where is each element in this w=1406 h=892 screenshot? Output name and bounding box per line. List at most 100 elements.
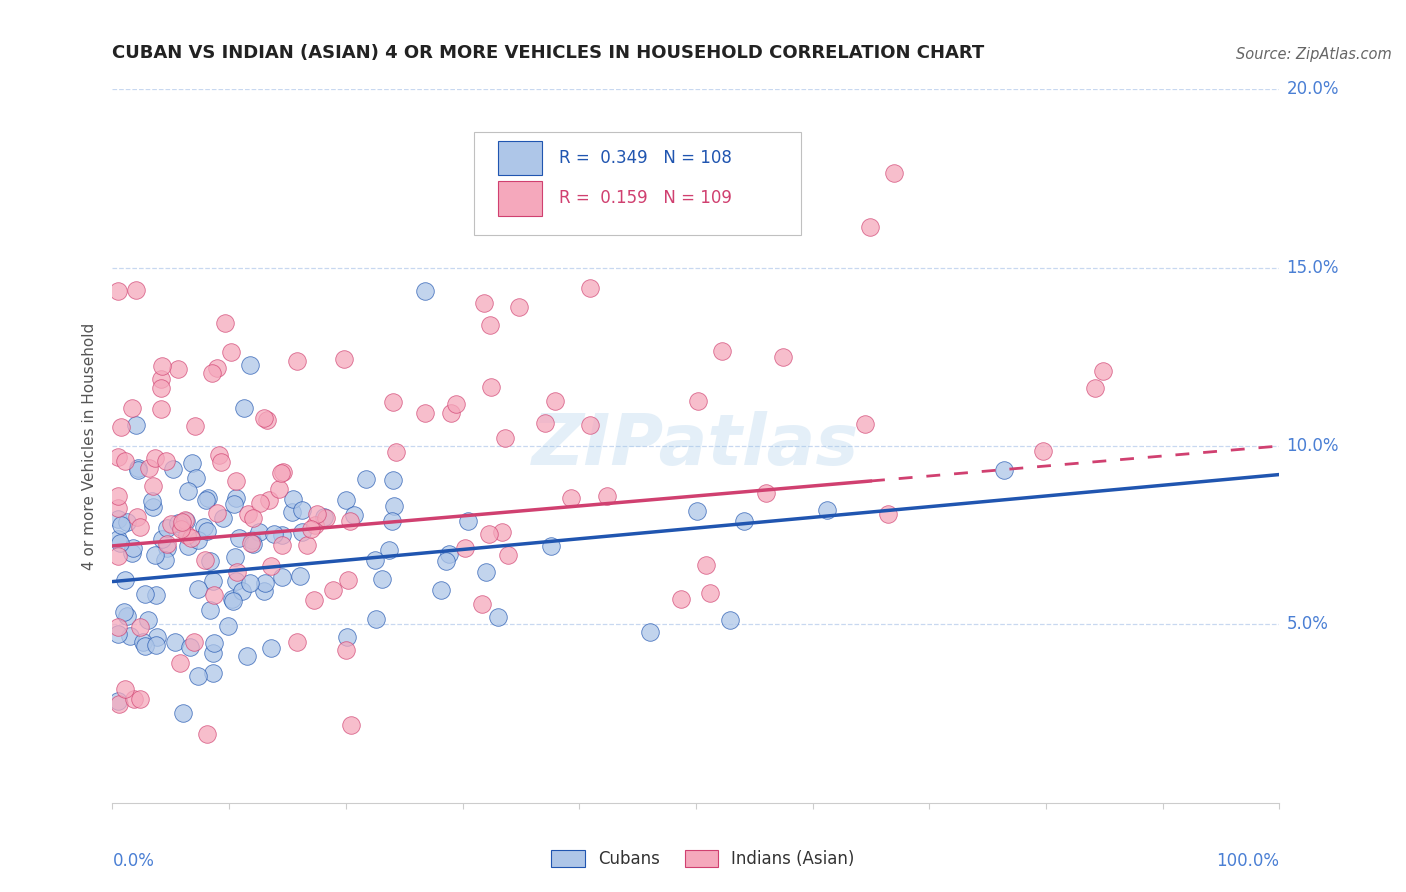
Point: [579, 417, 602, 432]
Point: [177, 539, 200, 553]
Point: [193, 520, 215, 534]
Point: [270, 538, 292, 552]
Point: [235, 649, 257, 664]
Point: [364, 553, 387, 567]
Point: [197, 491, 219, 505]
Point: [479, 380, 502, 394]
Text: 20.0%: 20.0%: [1286, 80, 1339, 98]
Point: [114, 454, 136, 468]
Point: [142, 500, 165, 514]
Point: [225, 474, 247, 488]
Point: [239, 359, 262, 373]
Point: [163, 634, 186, 648]
Point: [110, 517, 132, 532]
Point: [217, 618, 239, 632]
Point: [107, 511, 129, 525]
Point: [201, 646, 224, 660]
Point: [181, 456, 204, 470]
Point: [297, 538, 319, 552]
Point: [333, 352, 356, 367]
Point: [208, 448, 231, 462]
Point: [202, 588, 225, 602]
Point: [534, 417, 557, 431]
Point: [107, 450, 129, 464]
Point: [354, 472, 377, 486]
Point: [686, 504, 709, 518]
Text: Source: ZipAtlas.com: Source: ZipAtlas.com: [1236, 47, 1392, 62]
Point: [180, 532, 202, 546]
Point: [859, 219, 882, 234]
Point: [596, 489, 619, 503]
Point: [112, 605, 135, 619]
Point: [150, 372, 173, 386]
Point: [155, 537, 177, 551]
Point: [224, 550, 246, 565]
Point: [145, 638, 167, 652]
Point: [221, 592, 243, 607]
Text: 15.0%: 15.0%: [1286, 259, 1339, 277]
Point: [187, 669, 209, 683]
Point: [121, 546, 143, 560]
Point: [1091, 364, 1114, 378]
Point: [173, 513, 195, 527]
Point: [129, 620, 152, 634]
Point: [121, 401, 143, 416]
Point: [222, 594, 245, 608]
Point: [280, 505, 302, 519]
Point: [107, 694, 129, 708]
Point: [143, 451, 166, 466]
Point: [179, 640, 201, 654]
Point: [170, 520, 193, 534]
Point: [508, 301, 530, 315]
Point: [122, 692, 145, 706]
Point: [156, 521, 179, 535]
Point: [291, 503, 314, 517]
Point: [134, 587, 156, 601]
Point: [475, 565, 498, 579]
Point: [145, 589, 167, 603]
Point: [260, 641, 283, 656]
Point: [718, 613, 741, 627]
Point: [136, 614, 159, 628]
Point: [242, 537, 264, 551]
Point: [225, 491, 247, 505]
Point: [222, 497, 245, 511]
Point: [176, 527, 198, 541]
Bar: [498, 141, 541, 175]
Point: [120, 628, 142, 642]
Point: [172, 516, 194, 530]
Point: [257, 492, 280, 507]
Point: [201, 665, 224, 680]
Point: [117, 515, 139, 529]
Point: [429, 583, 451, 598]
Point: [335, 643, 357, 657]
Point: [125, 418, 148, 433]
Point: [478, 318, 501, 332]
Text: 0.0%: 0.0%: [112, 852, 155, 870]
Point: [299, 522, 322, 536]
Point: [195, 492, 218, 507]
Point: [335, 492, 357, 507]
Point: [772, 350, 794, 364]
Point: [315, 510, 337, 524]
Point: [150, 359, 173, 373]
Point: [671, 592, 693, 607]
Text: ZIPatlas: ZIPatlas: [533, 411, 859, 481]
Point: [415, 407, 437, 421]
Point: [172, 706, 194, 721]
Point: [491, 525, 513, 540]
Point: [263, 527, 285, 541]
Point: [247, 524, 270, 539]
Point: [540, 539, 562, 553]
Point: [170, 522, 193, 536]
Point: [343, 508, 366, 522]
Point: [434, 554, 457, 568]
Point: [184, 471, 207, 485]
Point: [256, 413, 278, 427]
Point: [288, 569, 311, 583]
Point: [195, 524, 218, 539]
Point: [253, 583, 276, 598]
Point: [291, 524, 314, 539]
Point: [153, 553, 176, 567]
Point: [221, 344, 243, 359]
